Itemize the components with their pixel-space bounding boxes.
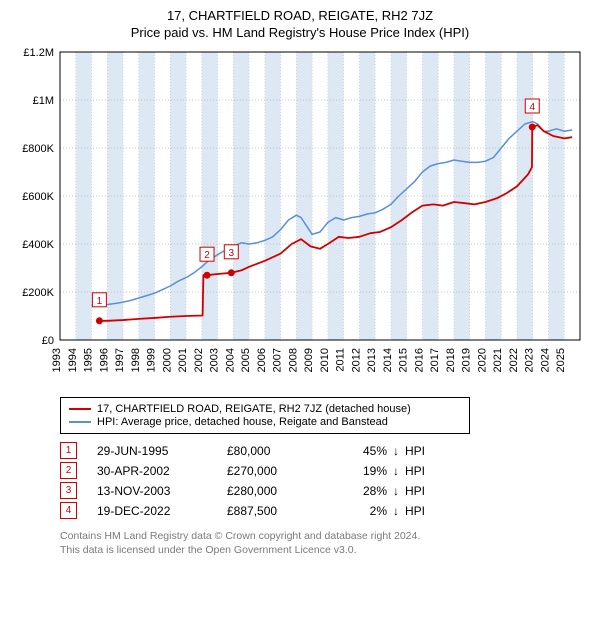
svg-text:2007: 2007: [272, 348, 284, 372]
svg-text:2000: 2000: [161, 348, 173, 372]
legend-label: HPI: Average price, detached house, Reig…: [97, 416, 388, 428]
svg-text:2013: 2013: [366, 348, 378, 372]
svg-text:£600K: £600K: [22, 191, 54, 203]
chart-footer: Contains HM Land Registry data © Crown c…: [60, 529, 590, 557]
chart-container: £0 £200K £400K £600K £800K £1M £1.2M 1993 1994 19…: [10, 46, 590, 391]
svg-text:2001: 2001: [177, 348, 189, 372]
svg-text:2010: 2010: [319, 348, 331, 372]
svg-text:£400K: £400K: [22, 239, 54, 251]
sales-table: 129-JUN-1995£80,00045%↓HPI230-APR-2002£2…: [60, 442, 590, 519]
arrow-down-icon: ↓: [387, 444, 405, 458]
svg-text:2: 2: [204, 250, 210, 261]
sale-hpi-label: HPI: [405, 504, 425, 518]
price-chart: £0 £200K £400K £600K £800K £1M £1.2M 1993 1994 19…: [10, 46, 590, 386]
sale-price: £887,500: [227, 504, 337, 518]
chart-title-subtitle: Price paid vs. HM Land Registry's House …: [10, 25, 590, 40]
svg-text:1993: 1993: [51, 348, 63, 372]
svg-text:2019: 2019: [461, 348, 473, 372]
svg-text:2012: 2012: [350, 348, 362, 372]
svg-text:1998: 1998: [130, 348, 142, 372]
chart-legend: 17, CHARTFIELD ROAD, REIGATE, RH2 7JZ (d…: [60, 397, 470, 434]
footer-line-2: This data is licensed under the Open Gov…: [60, 543, 590, 557]
sale-date: 13-NOV-2003: [97, 484, 227, 498]
svg-text:1996: 1996: [98, 348, 110, 372]
svg-text:2023: 2023: [524, 348, 536, 372]
sale-row: 2 30-APR-2002£270,00019%↓HPI: [60, 462, 590, 479]
svg-text:2025: 2025: [555, 348, 567, 372]
svg-text:2014: 2014: [382, 348, 394, 372]
sale-date: 19-DEC-2022: [97, 504, 227, 518]
sale-pct: 19%: [337, 464, 387, 478]
svg-text:2002: 2002: [193, 348, 205, 372]
svg-text:2020: 2020: [476, 348, 488, 372]
chart-title-address: 17, CHARTFIELD ROAD, REIGATE, RH2 7JZ: [10, 8, 590, 23]
svg-text:2024: 2024: [539, 348, 551, 372]
svg-text:£800K: £800K: [22, 143, 54, 155]
svg-text:1997: 1997: [114, 348, 126, 372]
svg-text:3: 3: [229, 248, 235, 259]
sale-pct: 2%: [337, 504, 387, 518]
svg-text:£200K: £200K: [22, 287, 54, 299]
svg-text:2003: 2003: [209, 348, 221, 372]
legend-swatch: [69, 408, 91, 410]
legend-row: HPI: Average price, detached house, Reig…: [69, 416, 461, 428]
svg-text:1999: 1999: [146, 348, 158, 372]
sale-row: 4 19-DEC-2022£887,5002%↓HPI: [60, 502, 590, 519]
sale-price: £280,000: [227, 484, 337, 498]
sale-price: £80,000: [227, 444, 337, 458]
sale-row: 3 13-NOV-2003£280,00028%↓HPI: [60, 482, 590, 499]
svg-text:4: 4: [529, 102, 535, 113]
svg-text:£1M: £1M: [33, 95, 54, 107]
legend-swatch: [69, 421, 91, 423]
footer-line-1: Contains HM Land Registry data © Crown c…: [60, 529, 590, 543]
sale-marker-icon: 3: [60, 482, 77, 499]
sale-marker-icon: 2: [60, 462, 77, 479]
svg-text:2006: 2006: [256, 348, 268, 372]
svg-text:2017: 2017: [429, 348, 441, 372]
sale-marker-icon: 1: [60, 442, 77, 459]
svg-text:2018: 2018: [445, 348, 457, 372]
svg-text:1995: 1995: [83, 348, 95, 372]
svg-text:2004: 2004: [224, 348, 236, 372]
svg-text:2021: 2021: [492, 348, 504, 372]
svg-text:2016: 2016: [413, 348, 425, 372]
sale-date: 29-JUN-1995: [97, 444, 227, 458]
svg-text:2005: 2005: [240, 348, 252, 372]
svg-text:1: 1: [97, 296, 103, 307]
svg-text:2022: 2022: [508, 348, 520, 372]
svg-text:2015: 2015: [398, 348, 410, 372]
svg-text:2008: 2008: [287, 348, 299, 372]
sale-pct: 45%: [337, 444, 387, 458]
svg-text:2009: 2009: [303, 348, 315, 372]
svg-text:2011: 2011: [335, 348, 347, 372]
arrow-down-icon: ↓: [387, 484, 405, 498]
sale-hpi-label: HPI: [405, 464, 425, 478]
sale-row: 1 29-JUN-1995£80,00045%↓HPI: [60, 442, 590, 459]
arrow-down-icon: ↓: [387, 504, 405, 518]
sale-date: 30-APR-2002: [97, 464, 227, 478]
sale-hpi-label: HPI: [405, 484, 425, 498]
sale-price: £270,000: [227, 464, 337, 478]
svg-text:1994: 1994: [67, 348, 79, 372]
svg-text:£0: £0: [42, 335, 54, 347]
sale-marker-icon: 4: [60, 502, 77, 519]
legend-row: 17, CHARTFIELD ROAD, REIGATE, RH2 7JZ (d…: [69, 403, 461, 415]
svg-text:£1.2M: £1.2M: [23, 47, 54, 59]
sale-pct: 28%: [337, 484, 387, 498]
sale-hpi-label: HPI: [405, 444, 425, 458]
legend-label: 17, CHARTFIELD ROAD, REIGATE, RH2 7JZ (d…: [97, 403, 411, 415]
arrow-down-icon: ↓: [387, 464, 405, 478]
